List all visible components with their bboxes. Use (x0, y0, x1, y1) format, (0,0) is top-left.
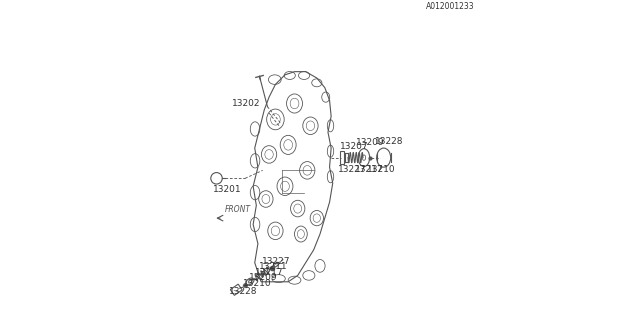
Text: 13227: 13227 (337, 165, 366, 174)
Text: 13227: 13227 (262, 257, 291, 266)
Text: 13228: 13228 (228, 287, 257, 297)
Text: 13209: 13209 (249, 274, 278, 283)
Text: 13210: 13210 (243, 279, 271, 288)
Text: A012001233: A012001233 (426, 2, 474, 11)
Text: 13202: 13202 (232, 99, 261, 108)
Text: 13228: 13228 (375, 137, 403, 146)
Text: 13209: 13209 (356, 139, 384, 148)
Text: 13210: 13210 (367, 165, 395, 174)
Text: 13207: 13207 (340, 142, 369, 151)
Text: 13201: 13201 (212, 185, 241, 194)
Text: 13211: 13211 (259, 262, 287, 271)
Bar (340, 151, 344, 164)
Text: 13217: 13217 (355, 165, 383, 174)
Text: 13217: 13217 (255, 268, 284, 277)
Text: FRONT: FRONT (225, 205, 250, 214)
